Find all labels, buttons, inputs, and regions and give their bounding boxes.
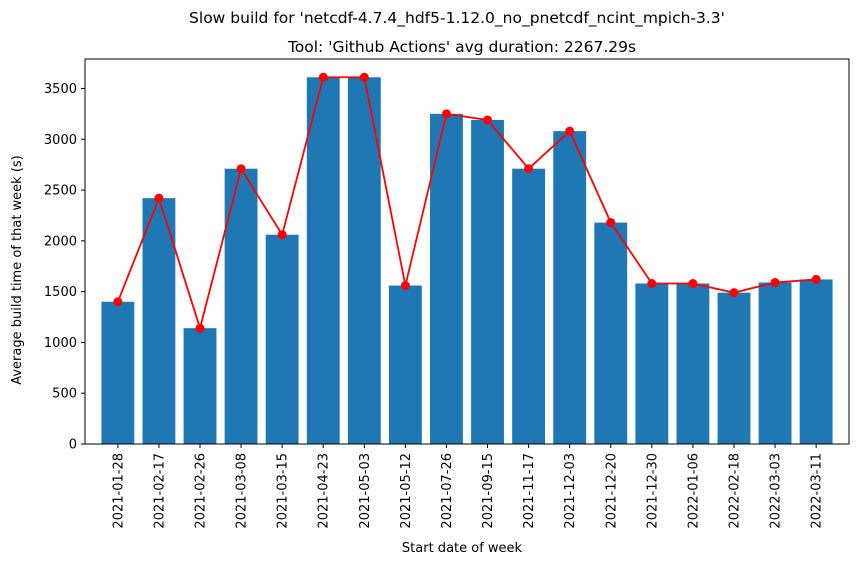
x-tick-label-2021-05-03: 2021-05-03 [358, 453, 373, 529]
bar-2021-12-03 [553, 131, 587, 444]
x-tick-label-2022-01-06: 2022-01-06 [686, 453, 701, 529]
y-tick-label-1000: 1000 [44, 336, 77, 351]
bar-2021-05-03 [347, 77, 381, 444]
x-tick-label-2021-04-23: 2021-04-23 [317, 453, 332, 529]
x-tick-label-2021-11-17: 2021-11-17 [522, 453, 537, 529]
y-tick-label-3500: 3500 [44, 82, 77, 97]
x-tick-label-2021-02-17: 2021-02-17 [152, 453, 167, 529]
trend-point-2021-03-15 [277, 230, 287, 240]
bar-2021-02-17 [142, 198, 176, 444]
x-axis-label: Start date of week [402, 541, 523, 556]
bar-2021-12-20 [594, 222, 628, 444]
trend-point-2021-07-26 [441, 109, 451, 119]
trend-point-2021-04-23 [318, 72, 328, 82]
plot-area: 0 500 1000 1500 2000 2500 3000 3500 2021-01-28 20… [44, 58, 850, 529]
trend-point-2021-05-12 [400, 281, 410, 291]
trend-point-2021-12-20 [606, 218, 616, 228]
chart-suptitle: Slow build for 'netcdf-4.7.4_hdf5-1.12.0… [189, 9, 725, 28]
bar-2021-04-23 [306, 77, 340, 444]
y-tick-label-3000: 3000 [44, 133, 77, 148]
x-tick-label-2021-12-03: 2021-12-03 [563, 453, 578, 529]
trend-point-2021-09-15 [483, 115, 493, 125]
x-tick-label-2022-03-11: 2022-03-11 [810, 453, 825, 529]
trend-point-2021-05-03 [359, 72, 369, 82]
trend-point-2021-11-17 [524, 164, 534, 174]
trend-point-2022-03-11 [811, 274, 821, 284]
chart-title: Tool: 'Github Actions' avg duration: 226… [287, 38, 636, 56]
bar-2021-01-28 [101, 301, 135, 444]
trend-point-2021-12-03 [565, 126, 575, 136]
trend-point-2022-03-03 [770, 277, 780, 287]
x-tick-label-2022-02-18: 2022-02-18 [727, 453, 742, 529]
bar-2022-02-18 [717, 292, 751, 444]
y-tick-label-1500: 1500 [44, 285, 77, 300]
y-tick-label-500: 500 [52, 387, 77, 402]
bar-2021-02-26 [183, 328, 217, 444]
trend-point-2021-02-17 [154, 193, 164, 203]
x-tick-label-2021-12-20: 2021-12-20 [604, 453, 619, 529]
x-tick-label-2021-02-26: 2021-02-26 [194, 453, 209, 529]
bar-2021-03-15 [265, 234, 299, 444]
x-tick-label-2021-12-30: 2021-12-30 [645, 453, 660, 529]
y-axis-label: Average build time of that week (s) [10, 155, 25, 385]
y-tick-label-2500: 2500 [44, 184, 77, 199]
x-tick-label-2021-01-28: 2021-01-28 [111, 453, 126, 529]
x-tick-label-2021-05-12: 2021-05-12 [399, 453, 414, 529]
bar-2021-05-12 [388, 285, 422, 444]
x-tick-label-2021-09-15: 2021-09-15 [481, 453, 496, 529]
bar-2022-03-11 [799, 279, 833, 444]
bar-2021-07-26 [430, 113, 463, 444]
y-tick-label-2000: 2000 [44, 234, 77, 249]
trend-point-2022-02-18 [729, 288, 739, 298]
trend-point-2021-02-26 [195, 323, 205, 333]
bar-2021-11-17 [512, 168, 546, 444]
trend-point-2021-01-28 [113, 297, 123, 307]
x-tick-label-2022-03-03: 2022-03-03 [769, 453, 784, 529]
bar-2022-01-06 [676, 283, 710, 444]
y-tick-label-0: 0 [69, 438, 77, 453]
trend-line [117, 76, 817, 332]
bar-2021-12-30 [635, 283, 669, 444]
trend-point-2021-12-30 [647, 278, 657, 288]
trend-point-2021-03-08 [236, 164, 246, 174]
bar-2022-03-03 [758, 282, 792, 444]
x-tick-label-2021-03-15: 2021-03-15 [276, 453, 291, 529]
x-tick-label-2021-07-26: 2021-07-26 [440, 453, 455, 529]
trend-point-2022-01-06 [688, 278, 698, 288]
x-tick-label-2021-03-08: 2021-03-08 [235, 453, 250, 529]
axes-frame [84, 58, 850, 445]
bar-2021-09-15 [471, 119, 504, 445]
